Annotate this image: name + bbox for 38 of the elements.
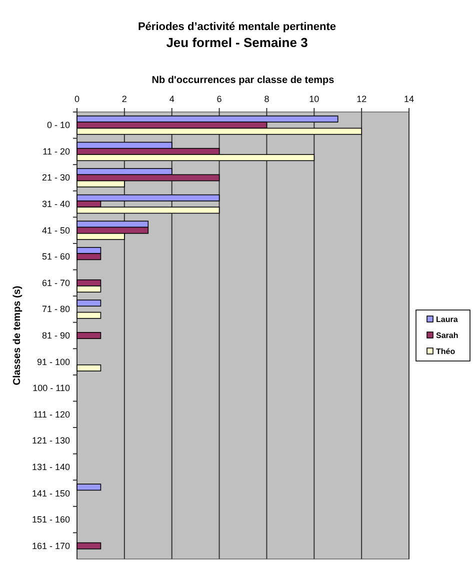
- y-tick-label: 71 - 80: [42, 304, 70, 314]
- y-tick-label: 91 - 100: [36, 356, 70, 367]
- y-tick-label: 161 - 170: [32, 540, 70, 551]
- y-tick-label: 151 - 160: [32, 514, 70, 525]
- chart-title: Périodes d’activité mentale pertinente: [138, 21, 336, 33]
- legend-label: Sarah: [436, 331, 458, 340]
- x-tick-label: 0: [74, 94, 80, 104]
- y-tick-label: 31 - 40: [42, 199, 70, 210]
- x-axis-title: Nb d'occurrences par classe de temps: [152, 75, 335, 86]
- y-tick-label: 131 - 140: [32, 462, 70, 472]
- x-tick-label: 10: [309, 94, 320, 104]
- y-axis-title: Classes de temps (s): [12, 286, 23, 386]
- y-tick-label: 121 - 130: [32, 436, 70, 446]
- bar: [76, 542, 102, 550]
- x-tick-label: 2: [122, 94, 127, 104]
- bar: [76, 312, 102, 319]
- y-tick-label: 81 - 90: [42, 330, 70, 340]
- x-tick-label: 6: [216, 94, 222, 104]
- y-tick-label: 21 - 30: [42, 172, 70, 183]
- x-tick-label: 14: [404, 94, 414, 104]
- y-tick-label: 141 - 150: [32, 488, 70, 498]
- y-tick-label: 111 - 120: [33, 409, 70, 420]
- bar: [76, 364, 102, 372]
- bar: [76, 332, 102, 339]
- bar: [76, 300, 102, 307]
- bar: [76, 484, 102, 491]
- x-tick-label: 12: [356, 94, 367, 104]
- x-tick-label: 4: [169, 94, 174, 104]
- legend-label: Théo: [436, 347, 456, 356]
- x-tick-label: 8: [264, 94, 270, 104]
- y-tick-label: 61 - 70: [42, 278, 70, 288]
- y-tick-label: 11 - 20: [42, 146, 70, 156]
- legend-label: Laura: [436, 315, 458, 324]
- y-tick-label: 41 - 50: [42, 225, 70, 236]
- chart-subtitle: Jeu formel - Semaine 3: [166, 35, 308, 50]
- y-tick-label: 51 - 60: [42, 252, 70, 262]
- y-tick-label: 0 - 10: [46, 120, 70, 130]
- y-tick-label: 100 - 110: [32, 383, 70, 394]
